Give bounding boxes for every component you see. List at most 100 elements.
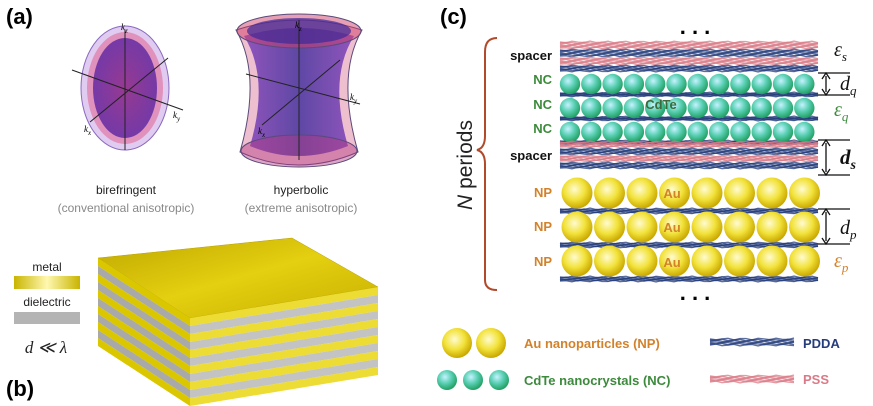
birefringent-subtitle: (conventional anisotropic) — [58, 201, 195, 215]
axis-kz-a: k — [121, 22, 126, 32]
panel-label-b: (b) — [6, 376, 34, 401]
au-particle — [659, 211, 690, 243]
spacer-label-bottom: spacer — [510, 148, 552, 163]
nc-particle — [708, 73, 730, 95]
d-p: dp — [840, 217, 857, 242]
nc-particle — [751, 97, 772, 119]
axis-kx-a: k — [84, 124, 89, 134]
nc-particle — [772, 97, 794, 119]
np-label-2: NP — [534, 219, 552, 234]
au-particle — [756, 177, 788, 209]
pdda-layer — [559, 241, 819, 249]
layer-stack — [559, 40, 820, 283]
svg-text:kx: kx — [258, 126, 266, 139]
nc-particle — [687, 121, 708, 143]
metal-layer — [98, 306, 190, 374]
panel-label-a: (a) — [6, 4, 33, 29]
hyperbolic-subtitle: (extreme anisotropic) — [245, 201, 358, 215]
dielectric-swatch — [14, 312, 80, 324]
pss-layer — [559, 56, 819, 66]
nc-particle — [687, 97, 708, 119]
metal-layer — [98, 290, 190, 358]
pss-layer — [559, 40, 819, 50]
metal-layer — [98, 322, 190, 390]
au-particle — [691, 245, 723, 277]
dots-bottom: . . . — [680, 280, 711, 305]
au-particle — [626, 177, 658, 209]
d-s: ds — [840, 145, 857, 173]
metal-label: metal — [32, 260, 61, 274]
legend-pss: PSS — [803, 372, 829, 387]
nc-particle — [751, 73, 772, 95]
metal-layer — [98, 338, 190, 406]
legend: Au nanoparticles (NP) CdTe nanocrystals … — [437, 328, 840, 390]
metal-layer — [190, 303, 378, 342]
au-particle — [626, 211, 658, 243]
dielectric-layer — [98, 282, 190, 350]
nc-particle — [751, 121, 772, 143]
dots-top: . . . — [680, 14, 711, 39]
pdda-layer — [559, 115, 819, 122]
pss-layer — [559, 140, 819, 149]
thickness-relation: d ≪ λ — [25, 338, 67, 357]
d-q: dq — [840, 73, 857, 98]
birefringent-ellipsoid: kz ky kx — [71, 22, 184, 151]
nc-particle — [623, 121, 645, 143]
axis-ky-h: k — [350, 92, 355, 102]
au-particle — [756, 211, 788, 243]
pdda-layer — [559, 91, 819, 98]
metal-swatch — [14, 276, 80, 289]
eps-p: εp — [834, 250, 849, 275]
dielectric-layer — [98, 298, 190, 366]
au-particle — [691, 177, 723, 209]
pdda-layer — [559, 161, 819, 170]
au-particle — [561, 245, 593, 277]
nc-particle — [559, 97, 581, 119]
au-particle — [789, 245, 820, 277]
nc-particle — [666, 73, 687, 95]
au-particle — [561, 211, 593, 243]
nc-particle — [772, 73, 794, 95]
stack-left-shade — [98, 258, 190, 406]
nc-particle — [645, 97, 666, 119]
nc-particle — [581, 121, 602, 143]
au-particle — [659, 177, 690, 209]
spacer-label-top: spacer — [510, 48, 552, 63]
nc-particle — [623, 97, 645, 119]
legend-au-np: Au nanoparticles (NP) — [524, 336, 660, 351]
nc-particle — [708, 121, 730, 143]
nc-particle — [772, 121, 794, 143]
svg-text:kz: kz — [121, 22, 128, 35]
dielectric-label: dielectric — [23, 295, 70, 309]
axis-ky-a: k — [173, 110, 178, 120]
axis-kx-h: k — [258, 126, 263, 136]
au-particle — [756, 245, 788, 277]
birefringent-title: birefringent — [96, 183, 157, 197]
stack-right-shade — [190, 287, 378, 406]
dielectric-layer — [98, 266, 190, 334]
pdda-layer — [559, 275, 819, 283]
legend-nc-particle-2 — [463, 370, 483, 390]
legend-nc-particle-3 — [489, 370, 509, 390]
hyperbolic-hyperboloid: kz ky kx — [235, 13, 363, 168]
au-particle — [724, 177, 755, 209]
legend-au-particle-1 — [442, 328, 472, 358]
au-particle — [594, 245, 625, 277]
dielectric-layer — [190, 295, 378, 334]
dielectric-layer — [190, 327, 378, 366]
nc-particle — [645, 121, 666, 143]
nc-particle — [581, 97, 602, 119]
legend-pss-swatch — [709, 374, 795, 384]
svg-text:kz: kz — [295, 20, 302, 33]
dielectric-layer — [190, 359, 378, 398]
au-label-2: Au — [663, 220, 680, 235]
svg-text:ky: ky — [350, 92, 358, 105]
np-label-1: NP — [534, 185, 552, 200]
au-particle — [659, 245, 690, 277]
au-particle — [594, 177, 625, 209]
pdda-layer — [559, 64, 819, 73]
nc-particle — [794, 73, 815, 95]
n-periods-label: N periods — [454, 120, 477, 210]
nc-particle — [794, 97, 815, 119]
